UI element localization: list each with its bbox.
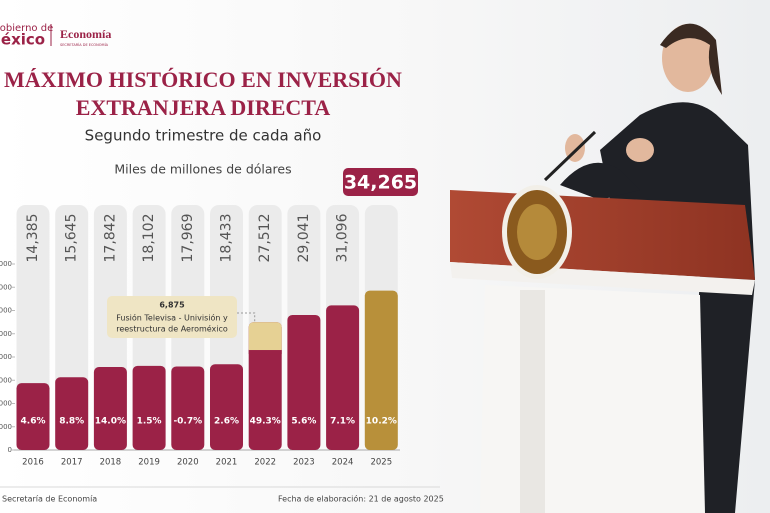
bar	[132, 365, 166, 450]
annotation-segment	[248, 322, 282, 355]
growth-label: 2.6%	[214, 417, 239, 427]
growth-label: -0.7%	[173, 417, 202, 427]
ministry-sub: SECRETARÍA DE ECONOMÍA	[60, 42, 109, 47]
value-label: 18,102	[141, 214, 157, 263]
x-tick-label: 2017	[61, 458, 83, 468]
speaker-photo	[450, 23, 755, 513]
y-tick-label: 35,000	[0, 283, 12, 291]
x-tick-label: 2019	[138, 458, 160, 468]
y-tick-label: 15,000	[0, 376, 12, 384]
highlight-label-box	[343, 168, 418, 196]
footer-left: Secretaría de Economía	[2, 495, 97, 504]
y-tick-label: 10,000	[0, 400, 12, 408]
bar	[248, 322, 282, 450]
growth-label: 4.6%	[21, 417, 46, 427]
value-label: 29,041	[296, 214, 312, 263]
value-label: 17,842	[102, 214, 118, 263]
y-tick-label: 30,000	[0, 307, 12, 315]
bar	[93, 367, 127, 450]
bar	[55, 377, 89, 450]
annotation-text: reestructura de Aeroméxico	[116, 324, 228, 334]
growth-label: 7.1%	[330, 417, 355, 427]
growth-label: 5.6%	[291, 417, 316, 427]
y-tick-label: 5,000	[0, 423, 12, 431]
gov-logo-line2: México	[0, 31, 45, 49]
x-tick-label: 2024	[332, 458, 354, 468]
value-label: 27,512	[257, 214, 273, 263]
value-label: 18,433	[219, 214, 235, 263]
bar	[171, 366, 205, 450]
annotation-segment-fill	[248, 350, 282, 355]
y-tick-label: 40,000	[0, 260, 12, 268]
value-label: 17,969	[180, 214, 196, 263]
growth-label: 14.0%	[95, 417, 126, 427]
gov-logo-line1: Gobierno de	[0, 23, 53, 34]
annotation-box	[107, 296, 237, 338]
annotation-text: Fusión Televisa - Univisión y	[116, 313, 228, 323]
chart-subtitle: Segundo trimestre de cada año	[85, 127, 322, 145]
growth-label: 10.2%	[366, 417, 397, 427]
x-tick-label: 2016	[22, 458, 44, 468]
chart-title: MÁXIMO HISTÓRICO EN INVERSIÓN	[4, 67, 402, 92]
bar	[364, 290, 398, 450]
unit-label: Miles de millones de dólares	[114, 162, 291, 177]
footer-right: Fecha de elaboración: 21 de agosto 2025	[278, 494, 444, 504]
x-tick-label: 2025	[370, 458, 392, 468]
bar	[326, 305, 360, 450]
annotation-leader	[237, 312, 256, 323]
annotation-value: 6,875	[159, 301, 185, 310]
x-tick-label: 2018	[100, 458, 122, 468]
value-label: 34,265	[344, 172, 417, 194]
ministry-logo: Economía	[60, 27, 111, 41]
growth-label: 49.3%	[250, 417, 281, 427]
value-label: 14,385	[25, 214, 41, 263]
chart-title: EXTRANJERA DIRECTA	[76, 95, 331, 120]
y-tick-label: 25,000	[0, 330, 12, 338]
x-tick-label: 2022	[254, 458, 276, 468]
y-tick-label: 20,000	[0, 353, 12, 361]
bar	[16, 383, 50, 450]
growth-label: 8.8%	[59, 417, 84, 427]
y-tick-label: 0	[8, 446, 12, 454]
bar	[210, 364, 243, 450]
bar	[287, 314, 321, 450]
value-label: 31,096	[335, 213, 351, 262]
x-tick-label: 2021	[216, 458, 238, 468]
x-tick-label: 2020	[177, 458, 199, 468]
x-tick-label: 2023	[293, 458, 315, 468]
growth-label: 1.5%	[137, 417, 162, 427]
value-label: 15,645	[64, 214, 80, 263]
